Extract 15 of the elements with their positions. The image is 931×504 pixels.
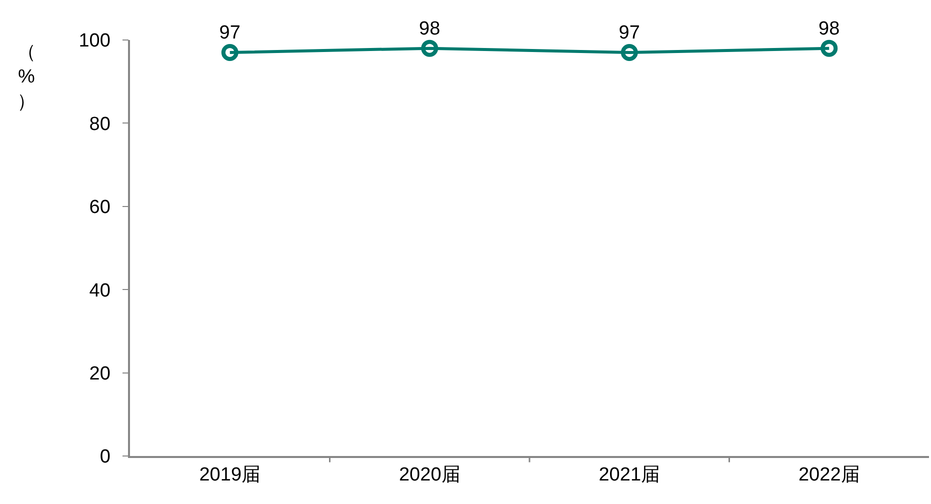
y-tick-label: 80	[89, 114, 110, 135]
x-tick-label: 2022届	[798, 464, 860, 486]
y-tick-label: 40	[89, 280, 110, 302]
x-tick-label: 2020届	[398, 464, 460, 486]
data-label: 98	[419, 18, 440, 40]
data-label: 97	[618, 22, 640, 44]
x-tick-label: 2021届	[598, 464, 660, 486]
y-axis-title: （%）	[17, 42, 36, 112]
y-tick-label: 20	[89, 363, 110, 384]
x-tick-label: 2019届	[199, 464, 261, 486]
y-tick-label: 60	[89, 197, 110, 218]
y-tick-label: 0	[100, 446, 110, 468]
data-label: 98	[818, 18, 840, 40]
data-label: 97	[219, 22, 240, 44]
y-tick-label: 100	[78, 30, 110, 52]
